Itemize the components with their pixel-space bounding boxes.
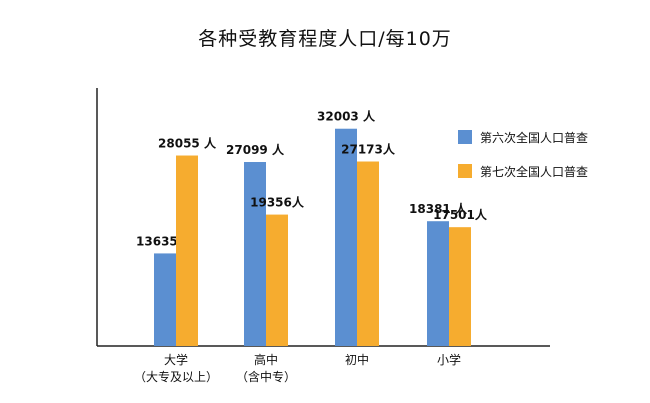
legend-swatch-series-2 (458, 164, 472, 178)
bar-series-1-cat-2 (244, 162, 266, 346)
bar-series-1-cat-3 (335, 128, 357, 346)
category-label-1-line-2: （大专及以上） (134, 369, 218, 384)
legend-item-series-2: 第七次全国人口普查 (458, 162, 588, 180)
data-label-series-1-cat-4: 18381 人 (409, 201, 468, 216)
category-label-1: 大学 (164, 352, 188, 367)
bar-series-2-cat-1 (176, 155, 198, 346)
legend-label-series-2: 第七次全国人口普查 (480, 164, 589, 179)
category-label-2: 高中 (254, 352, 278, 367)
category-label-3: 初中 (345, 352, 369, 367)
data-label-series-1-cat-2: 27099 人 (226, 142, 285, 157)
data-label-series-2-cat-2: 19356人 (250, 195, 305, 210)
legend-swatch-series-1 (458, 130, 472, 144)
bar-series-1-cat-1 (154, 253, 176, 346)
category-label-2-line-2: （含中专） (236, 369, 296, 384)
legend-item-series-1: 第六次全国人口普查 (458, 128, 588, 146)
bar-series-2-cat-3 (357, 161, 379, 346)
bar-series-2-cat-4 (449, 227, 471, 346)
data-label-series-2-cat-1: 28055 人 (158, 136, 217, 151)
bar-series-2-cat-2 (266, 214, 288, 346)
data-label-series-2-cat-4: 17501人 (433, 207, 488, 222)
legend-label-series-1: 第六次全国人口普查 (480, 130, 589, 145)
chart-title: 各种受教育程度人口/每10万 (198, 28, 452, 50)
data-label-series-2-cat-3: 27173人 (341, 142, 396, 157)
category-label-4: 小学 (437, 352, 461, 367)
data-label-series-1-cat-3: 32003 人 (317, 109, 376, 124)
legend: 第六次全国人口普查 第七次全国人口普查 (458, 128, 588, 196)
bar-series-1-cat-4 (427, 221, 449, 346)
